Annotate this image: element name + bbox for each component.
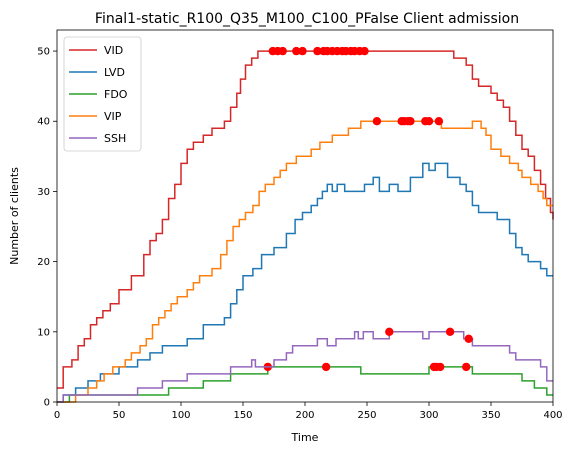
- series-fdo: [57, 362, 553, 403]
- x-tick-label: 200: [295, 410, 314, 421]
- legend-label-vid: VID: [104, 44, 123, 57]
- legend-label-fdo: FDO: [104, 88, 128, 101]
- x-tick-label: 0: [54, 410, 60, 421]
- plot-area: [57, 46, 554, 403]
- y-tick-label: 30: [37, 187, 50, 198]
- marker-ssh-1: [445, 327, 455, 336]
- legend-label-ssh: SSH: [104, 132, 126, 145]
- series-line-lvd: [57, 162, 553, 403]
- y-axis: 0 10 20 30 40 50: [37, 47, 57, 409]
- legend-box: [63, 36, 142, 152]
- marker-vip-0: [372, 117, 382, 126]
- y-tick-label: 0: [44, 398, 50, 409]
- marker-ssh-2: [464, 334, 473, 343]
- legend: VID LVD FDO VIP SSH: [63, 36, 142, 152]
- y-tick-label: 40: [37, 117, 50, 128]
- x-tick-label: 300: [419, 410, 438, 421]
- marker-vid-3: [292, 46, 301, 56]
- marker-vip-6: [424, 117, 434, 126]
- x-tick-label: 50: [113, 410, 126, 421]
- y-tick-label: 10: [37, 327, 50, 338]
- x-tick-label: 150: [233, 410, 252, 421]
- marker-vid-2: [278, 46, 287, 56]
- marker-vip-7: [434, 117, 444, 126]
- marker-fdo-1: [321, 362, 331, 372]
- y-axis-label: Number of clients: [8, 167, 21, 265]
- legend-label-lvd: LVD: [104, 66, 125, 79]
- x-tick-label: 400: [543, 410, 562, 421]
- marker-vid-15: [360, 46, 369, 56]
- x-tick-label: 250: [357, 410, 376, 421]
- series-lvd: [57, 162, 553, 403]
- marker-fdo-5: [462, 362, 471, 372]
- marker-ssh-0: [385, 327, 394, 336]
- legend-label-vip: VIP: [104, 110, 122, 123]
- x-tick-label: 100: [171, 410, 190, 421]
- marker-vid-4: [298, 46, 307, 56]
- series-line-vip: [57, 120, 553, 403]
- series-line-vid: [57, 50, 554, 389]
- series-line-fdo: [57, 366, 553, 403]
- x-tick-label: 350: [481, 410, 500, 421]
- marker-vip-4: [406, 117, 415, 126]
- marker-fdo-4: [436, 362, 445, 372]
- series-vid: [57, 46, 554, 389]
- y-tick-label: 20: [37, 257, 50, 268]
- marker-vid-5: [313, 46, 322, 56]
- series-line-ssh: [57, 331, 553, 403]
- y-tick-label: 50: [37, 47, 50, 58]
- series-vip: [57, 117, 553, 403]
- x-axis-label: Time: [291, 431, 319, 444]
- x-axis: 0 50 100 150 200 250 300 350 400: [54, 402, 563, 421]
- series-ssh: [57, 327, 553, 403]
- chart-title: Final1-static_R100_Q35_M100_C100_PFalse …: [95, 11, 519, 27]
